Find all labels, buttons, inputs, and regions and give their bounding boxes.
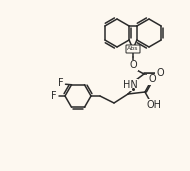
Text: Abs: Abs [127, 47, 139, 51]
Text: OH: OH [146, 100, 162, 110]
Text: O: O [156, 69, 164, 78]
Text: F: F [51, 91, 57, 101]
Text: O: O [148, 75, 156, 84]
FancyBboxPatch shape [126, 45, 140, 53]
Text: O: O [129, 61, 137, 70]
Text: HN: HN [123, 80, 137, 90]
Text: F: F [58, 78, 63, 88]
